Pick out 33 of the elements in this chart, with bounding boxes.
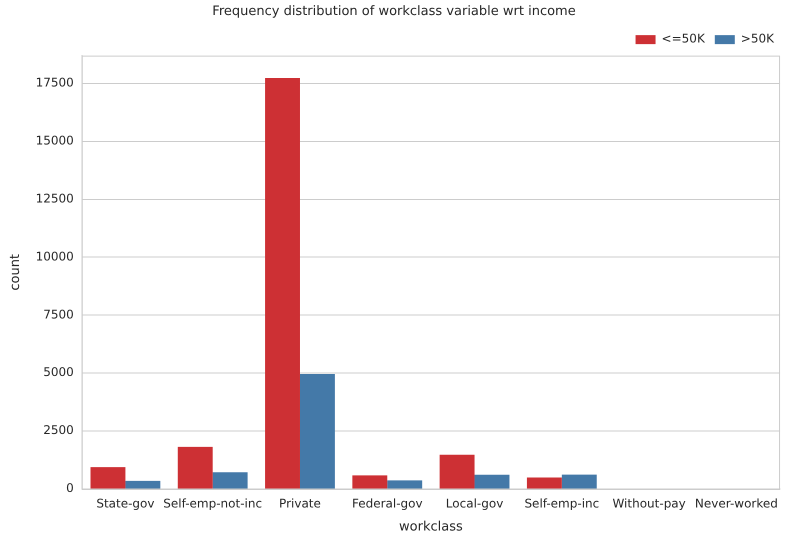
bar	[387, 480, 422, 488]
x-tick-label: Self-emp-inc	[524, 496, 600, 510]
x-tick-label: Federal-gov	[352, 496, 423, 510]
bar	[526, 478, 562, 488]
bar	[300, 374, 335, 488]
x-tick-label: Private	[279, 496, 321, 510]
bar	[125, 480, 160, 488]
y-tick-label: 0	[66, 481, 74, 496]
bar	[212, 472, 248, 488]
x-tick-label: Without-pay	[612, 496, 686, 510]
y-tick-label: 2500	[43, 423, 74, 438]
bar	[562, 474, 597, 488]
bar	[440, 454, 475, 488]
bar	[352, 475, 388, 488]
x-tick-label: Never-worked	[694, 496, 778, 510]
bar	[90, 467, 126, 488]
x-axis-title: workclass	[399, 520, 463, 535]
x-tick-label: Local-gov	[446, 496, 504, 510]
bar	[474, 474, 510, 488]
legend-label: <=50K	[662, 32, 706, 46]
y-tick-label: 17500	[36, 76, 74, 90]
chart-title: Frequency distribution of workclass variable wrt income	[212, 4, 576, 20]
y-tick-label: 5000	[43, 365, 74, 380]
y-tick-label: 15000	[36, 133, 74, 148]
y-axis-title: count	[8, 254, 24, 291]
bar	[178, 446, 213, 488]
y-tick-label: 12500	[36, 191, 74, 206]
y-tick-label: 7500	[43, 307, 74, 322]
legend-label: >50K	[740, 32, 776, 46]
x-tick-label: State-gov	[96, 496, 154, 510]
bar	[265, 78, 300, 488]
x-tick-label: Self-emp-not-inc	[163, 496, 262, 510]
y-tick-label: 10000	[36, 249, 74, 264]
